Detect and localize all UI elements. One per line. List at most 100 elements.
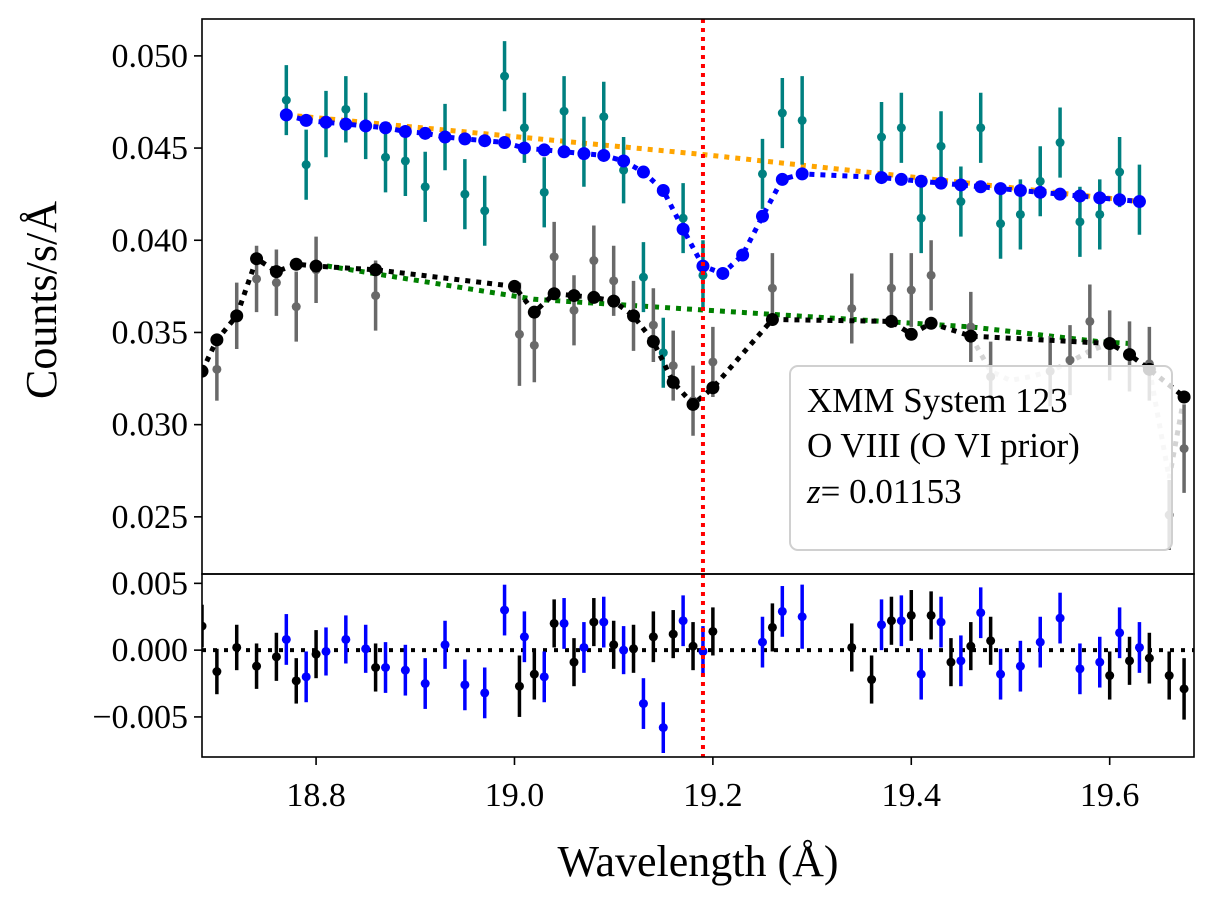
upper-data-point bbox=[1115, 167, 1125, 177]
x-tick-label: 19.0 bbox=[485, 777, 545, 814]
lower-model-marker bbox=[607, 294, 621, 308]
residuals-black-point bbox=[688, 641, 698, 651]
lower-data-point bbox=[1065, 355, 1075, 365]
upper-model-marker bbox=[755, 209, 769, 223]
residual-y-tick-label: 0.000 bbox=[112, 632, 189, 669]
residuals-blue-point bbox=[1134, 642, 1144, 652]
lower-model-marker bbox=[230, 309, 244, 323]
upper-data-point bbox=[916, 213, 926, 223]
lower-data-point bbox=[371, 291, 381, 301]
residuals-black-point bbox=[767, 622, 777, 632]
upper-data-point bbox=[281, 95, 291, 105]
upper-data-point bbox=[996, 219, 1006, 229]
upper-model-marker bbox=[359, 119, 373, 133]
lower-data-point bbox=[549, 252, 559, 262]
residuals-blue-point bbox=[956, 656, 966, 666]
residuals-black-point bbox=[1144, 653, 1154, 663]
residual-panel-frame bbox=[201, 573, 1195, 758]
main-y-tick-label: 0.030 bbox=[112, 407, 189, 444]
upper-model-marker bbox=[319, 115, 333, 129]
upper-model-marker bbox=[894, 172, 908, 186]
upper-data-point bbox=[1055, 138, 1065, 148]
residuals-blue-point bbox=[1055, 613, 1065, 623]
residuals-blue-point bbox=[777, 606, 787, 616]
residuals-blue-point bbox=[916, 669, 926, 679]
upper-model-marker bbox=[418, 126, 432, 140]
residuals-blue-point bbox=[1035, 637, 1045, 647]
x-tick-label: 19.6 bbox=[1080, 777, 1140, 814]
upper-model-marker bbox=[1073, 189, 1087, 203]
upper-data-point bbox=[381, 152, 391, 162]
main-y-tick-label: 0.035 bbox=[112, 314, 189, 351]
x-tick-label: 19.2 bbox=[683, 777, 743, 814]
upper-data-point bbox=[559, 106, 569, 116]
residuals-blue-point bbox=[361, 644, 371, 654]
residuals-black-point bbox=[609, 640, 619, 650]
lower-model-marker bbox=[1103, 337, 1117, 351]
main-y-axis: 0.025 0.030 0.035 0.040 0.045 0.050 bbox=[112, 38, 202, 536]
residuals-blue-point bbox=[281, 634, 291, 644]
upper-model-marker bbox=[875, 171, 889, 185]
upper-model-marker bbox=[597, 148, 611, 162]
residuals-black-point bbox=[371, 663, 381, 673]
residuals-black-point bbox=[514, 681, 524, 691]
upper-data-point bbox=[519, 123, 529, 133]
upper-data-point bbox=[936, 141, 946, 151]
legend-line-2: O VIII (O VI prior) bbox=[807, 426, 1080, 465]
residuals-blue-point bbox=[976, 608, 986, 618]
lower-model-marker bbox=[627, 309, 641, 323]
upper-model-marker bbox=[696, 259, 710, 273]
lower-data-point bbox=[589, 256, 599, 266]
upper-model-marker bbox=[537, 143, 551, 157]
residuals-blue-point bbox=[896, 616, 906, 626]
residuals-black-point bbox=[629, 644, 639, 654]
upper-model-marker bbox=[379, 121, 393, 135]
upper-model-marker bbox=[954, 178, 968, 192]
residuals-blue-point bbox=[599, 617, 609, 627]
main-y-tick-label: 0.045 bbox=[112, 130, 189, 167]
upper-data-point bbox=[400, 156, 410, 166]
residuals-black-point bbox=[886, 616, 896, 626]
lower-model-marker bbox=[507, 279, 521, 293]
lower-model-marker bbox=[587, 290, 601, 304]
residuals-black-point bbox=[569, 657, 579, 667]
upper-model-marker bbox=[1033, 185, 1047, 199]
residuals-black-point bbox=[648, 632, 658, 642]
upper-model-marker bbox=[1132, 195, 1146, 209]
lower-model-marker bbox=[567, 289, 581, 303]
upper-model-marker bbox=[398, 124, 412, 138]
residuals-blue-point bbox=[460, 680, 470, 690]
lower-model-marker bbox=[666, 375, 680, 389]
upper-data-point bbox=[956, 197, 966, 207]
legend: XMM System 123 O VIII (O VI prior) z= 0.… bbox=[789, 365, 1173, 551]
residuals-black-point bbox=[668, 629, 678, 639]
lower-data-point bbox=[1179, 444, 1189, 454]
upper-data-point bbox=[460, 189, 470, 199]
residuals-black-point bbox=[926, 610, 936, 620]
upper-data-point bbox=[619, 165, 629, 175]
legend-box bbox=[789, 365, 1173, 551]
residuals-black-point bbox=[291, 676, 301, 686]
lower-data-point bbox=[906, 285, 916, 295]
residuals-blue-point bbox=[420, 679, 430, 689]
residuals-black-point bbox=[966, 641, 976, 651]
upper-model-marker bbox=[636, 165, 650, 179]
lower-data-point bbox=[886, 283, 896, 293]
upper-model-marker bbox=[736, 248, 750, 262]
residuals-black-point bbox=[986, 636, 996, 646]
upper-model-marker bbox=[1093, 191, 1107, 205]
x-tick-label: 19.4 bbox=[882, 777, 942, 814]
residuals-black-point bbox=[212, 667, 222, 677]
upper-model-marker bbox=[775, 172, 789, 186]
lower-model-marker bbox=[210, 333, 224, 347]
y-axis-title: Counts/s/Å bbox=[17, 201, 66, 399]
upper-model-marker bbox=[299, 113, 313, 127]
residuals-black-point bbox=[589, 617, 599, 627]
residual-panel bbox=[202, 574, 1194, 757]
residuals-black-point bbox=[311, 649, 321, 659]
residual-y-tick-label: −0.005 bbox=[92, 699, 188, 736]
lower-data-point bbox=[529, 340, 539, 350]
upper-model-marker bbox=[1053, 187, 1067, 201]
residual-y-axis: 0.005 0.000 −0.005 bbox=[92, 565, 202, 736]
